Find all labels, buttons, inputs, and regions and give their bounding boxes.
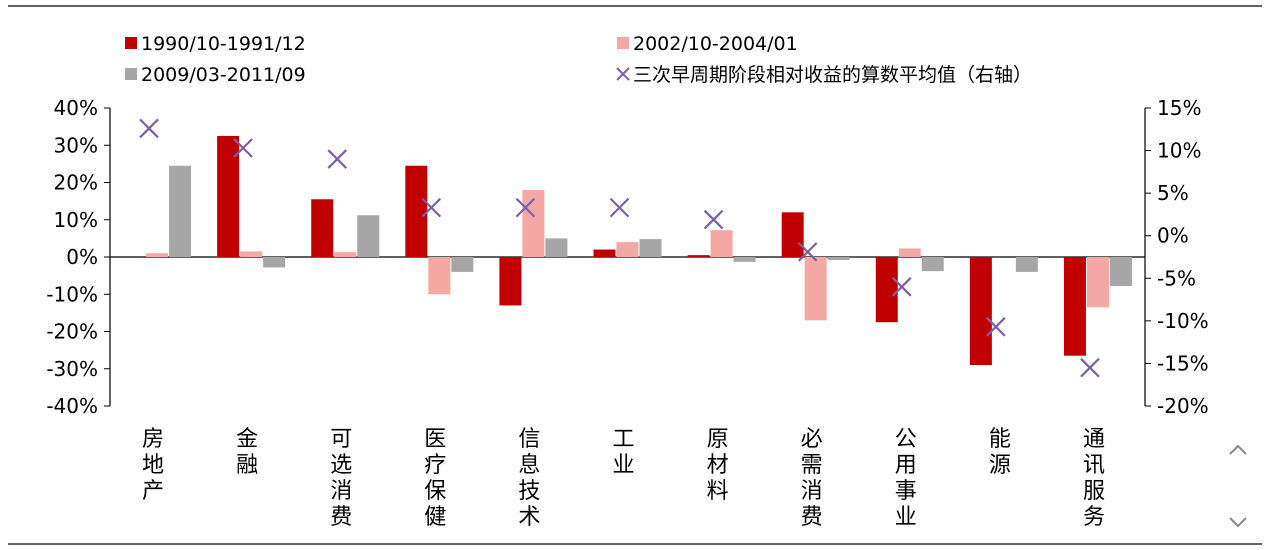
left-tick-label: -30% [46,357,98,381]
bar [169,165,192,257]
left-tick-label: 0% [66,245,98,269]
legend-label: 1990/10-1991/12 [141,33,306,55]
avg-marker [609,197,630,218]
category-label: 可选消费 [330,427,352,530]
left-tick-label: -20% [46,320,98,344]
bar [405,165,428,257]
bar [781,212,804,257]
bar [616,242,639,257]
legend-label: 2002/10-2004/01 [633,33,798,55]
avg-marker [797,242,818,262]
legend-label: 2009/03-2011/09 [141,64,306,86]
avg-marker [703,209,724,230]
bar [357,215,380,257]
left-tick-label: 10% [54,208,98,232]
right-tick-label: 15% [1157,96,1201,120]
right-tick-label: -20% [1157,394,1209,418]
scroll-up-button[interactable] [1224,436,1252,464]
bar [710,230,733,257]
markers [139,118,1100,378]
right-tick-label: -5% [1157,266,1196,290]
bar [146,253,169,257]
bar [875,257,898,323]
bar [217,135,240,257]
category-label: 必需消费 [801,427,823,530]
avg-marker [139,118,159,139]
bar [428,257,451,295]
bar [499,257,522,306]
right-tick-label: 0% [1157,224,1189,248]
bar [451,257,474,272]
bar [733,257,756,262]
bar [1109,257,1132,287]
category-label: 能源 [989,427,1011,478]
legend-marker [616,67,630,81]
right-tick-label: -10% [1157,309,1209,333]
bar [240,251,263,257]
bar [522,189,545,257]
axes: -40% -30% -20% -10% 0% 10% 20% 30% 40% -20% -15% -1… [46,96,1208,418]
bar [639,239,662,257]
bar [921,257,944,272]
legend-label: 三次早周期阶段相对收益的算数平均值（右轴） [633,64,1032,86]
category-label: 原材料 [707,427,729,504]
bar [263,257,286,268]
legend-swatch [617,37,629,49]
left-tick-label: 20% [54,171,98,195]
left-tick-label: 30% [54,133,98,157]
category-label: 工业 [612,427,634,478]
chevron-up-icon [1229,444,1247,455]
bar [687,255,710,257]
bar [593,249,616,257]
bar [545,238,568,257]
category-label: 医疗保健 [424,427,446,530]
right-tick-label: 10% [1157,139,1201,163]
category-label: 公用事业 [895,427,917,530]
bar [898,248,921,257]
avg-marker [233,138,253,158]
category-label: 金融 [236,427,258,478]
right-tick-label: 5% [1157,181,1189,205]
legend: 1990/10-1991/12 2002/10-2004/01 2009/03-20… [125,33,1032,86]
category-label: 通讯服务 [1083,427,1105,530]
avg-marker [515,197,536,218]
category-label: 信息技术 [518,427,540,530]
bar [1086,257,1109,308]
avg-marker [327,149,348,169]
avg-marker [986,317,1006,337]
bars [146,135,1132,366]
chevron-down-icon [1229,517,1247,528]
bar [311,199,334,257]
right-tick-label: -15% [1157,351,1209,375]
avg-marker [1080,357,1100,378]
avg-marker [891,277,912,297]
bar [827,257,850,260]
category-label: 房地产 [142,427,164,504]
bar [1015,257,1038,272]
left-tick-label: -40% [46,394,98,418]
bar [804,257,827,321]
legend-swatch [125,68,137,80]
left-tick-label: -10% [46,282,98,306]
category-labels: 房地产 金融 可选消费 医疗保健 信息技术 工业 原材料 必需消费 公用事业 能源 通讯服务 [142,427,1105,530]
bar [334,252,357,257]
left-tick-label: 40% [54,96,98,120]
legend-swatch [125,37,137,49]
avg-marker [421,197,442,218]
scroll-down-button[interactable] [1224,508,1252,536]
bar [1063,257,1086,356]
bar [969,257,992,366]
